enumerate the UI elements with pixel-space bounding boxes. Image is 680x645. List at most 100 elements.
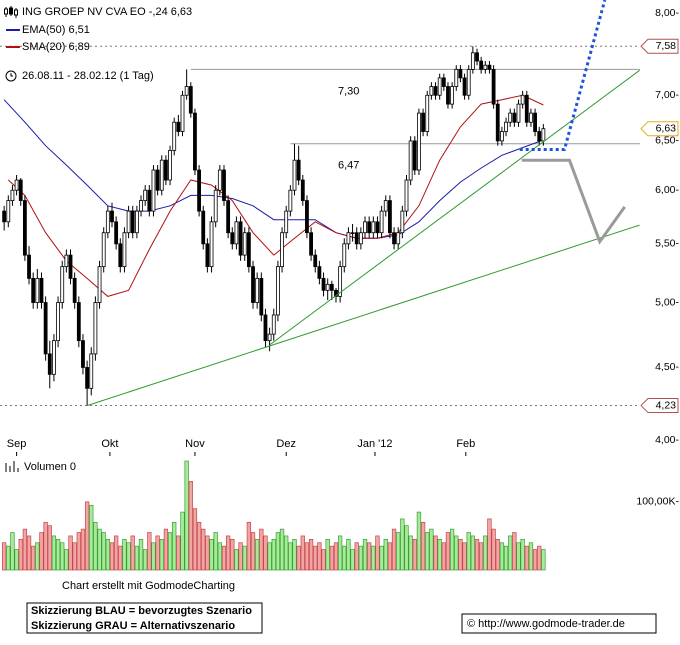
candle-body bbox=[329, 283, 334, 291]
candle-body bbox=[371, 221, 376, 234]
volume-bar bbox=[221, 545, 227, 571]
candle-body bbox=[143, 189, 148, 201]
candle-body bbox=[14, 179, 19, 191]
candle-body bbox=[251, 266, 255, 303]
note: Skizzierung GRAU = Alternativszenario bbox=[31, 620, 235, 632]
x-tick-label: Jan '12 bbox=[357, 438, 392, 450]
volume-bar bbox=[516, 542, 521, 571]
candle-body bbox=[483, 64, 488, 70]
candle-body bbox=[425, 94, 430, 132]
volume-bar bbox=[242, 545, 247, 571]
volume-bar bbox=[279, 528, 285, 571]
candle-body bbox=[408, 140, 413, 181]
candle-body bbox=[114, 221, 119, 245]
candle-body bbox=[504, 121, 508, 132]
volume-bar bbox=[246, 521, 252, 571]
volume-bar bbox=[147, 532, 152, 571]
candle-body bbox=[300, 179, 305, 201]
candle-body bbox=[105, 210, 110, 234]
candle-body bbox=[172, 121, 177, 151]
volume-bar bbox=[188, 481, 193, 571]
volume-bar bbox=[304, 542, 310, 571]
volume-bar bbox=[537, 545, 542, 571]
volume-bar bbox=[503, 545, 509, 571]
candle-body bbox=[516, 103, 521, 123]
volume-bar bbox=[14, 549, 19, 571]
volume-bar bbox=[263, 535, 268, 571]
candle-body bbox=[134, 210, 139, 234]
legend-label: SMA(20) 6,89 bbox=[22, 41, 90, 53]
candle-body bbox=[76, 302, 81, 342]
volume-bar bbox=[317, 542, 322, 571]
candle-body bbox=[388, 200, 392, 234]
volume-bar bbox=[43, 521, 48, 571]
volume-bar bbox=[329, 545, 334, 571]
notes-box bbox=[26, 602, 263, 634]
volume-bar bbox=[39, 532, 44, 571]
volume-bar bbox=[180, 511, 185, 571]
volume-bar bbox=[155, 535, 160, 571]
x-tick-label: Dez bbox=[276, 438, 296, 450]
volume-bar bbox=[259, 528, 264, 571]
candle-body bbox=[81, 340, 85, 368]
date-range: 26.08.11 - 28.02.12 (1 Tag) bbox=[22, 70, 154, 82]
candle-body bbox=[541, 128, 546, 142]
volume-bar bbox=[313, 545, 318, 571]
candle-body bbox=[110, 210, 114, 223]
volume-bar bbox=[101, 532, 106, 571]
candle-body bbox=[164, 159, 168, 181]
candle-body bbox=[379, 210, 384, 234]
volume-bar bbox=[528, 542, 534, 571]
volume-bar bbox=[196, 521, 202, 571]
volume-bar bbox=[275, 532, 281, 571]
volume-bar bbox=[416, 511, 422, 571]
candle-body bbox=[39, 277, 44, 303]
volume-bar bbox=[508, 535, 513, 571]
source: © http://www.godmode-trader.de bbox=[467, 618, 625, 630]
volume-bar bbox=[408, 535, 413, 571]
volume-bar bbox=[138, 538, 144, 571]
volume-bar bbox=[367, 542, 372, 571]
candle-body bbox=[396, 232, 401, 245]
volume-bar bbox=[267, 542, 272, 571]
candle-body bbox=[56, 302, 60, 342]
volume-bar bbox=[362, 538, 368, 571]
marker-label: 4,23 bbox=[656, 399, 677, 411]
candle-body bbox=[309, 232, 313, 256]
candle-body bbox=[93, 302, 98, 355]
y-tick-label: 7,00- bbox=[655, 89, 679, 101]
volume-bar bbox=[532, 549, 538, 571]
volume-bar bbox=[172, 521, 177, 571]
volume-bar bbox=[93, 521, 98, 571]
ma-line bbox=[3, 99, 544, 239]
candle-body bbox=[446, 86, 450, 105]
candle-body bbox=[520, 94, 525, 105]
candle-body bbox=[305, 200, 309, 234]
candle-body bbox=[475, 52, 479, 62]
volume-bar bbox=[479, 542, 484, 571]
candle-body bbox=[417, 112, 421, 171]
candle-body bbox=[280, 232, 284, 268]
x-tick-label: Nov bbox=[185, 438, 205, 450]
candle-body bbox=[454, 69, 459, 87]
volume-bar bbox=[412, 538, 417, 571]
candle-body bbox=[35, 277, 40, 303]
candle-body bbox=[263, 314, 268, 342]
volume-bar bbox=[491, 528, 496, 571]
volume-bar bbox=[288, 542, 293, 571]
volume-bar bbox=[342, 545, 347, 571]
volume-bar bbox=[122, 538, 127, 571]
candle-body bbox=[139, 200, 143, 212]
volume-icon bbox=[5, 461, 19, 472]
candle-body bbox=[64, 254, 69, 268]
volume-bar bbox=[379, 545, 384, 571]
legend-label: EMA(50) 6,51 bbox=[22, 24, 90, 36]
volume-tick-label: 100,00K- bbox=[636, 496, 679, 508]
volume-bar bbox=[321, 549, 326, 571]
volume-bar bbox=[396, 532, 401, 571]
candle-body bbox=[2, 210, 7, 223]
marker-box bbox=[640, 398, 679, 414]
volume-bar bbox=[163, 528, 169, 571]
candle-body bbox=[276, 266, 280, 316]
